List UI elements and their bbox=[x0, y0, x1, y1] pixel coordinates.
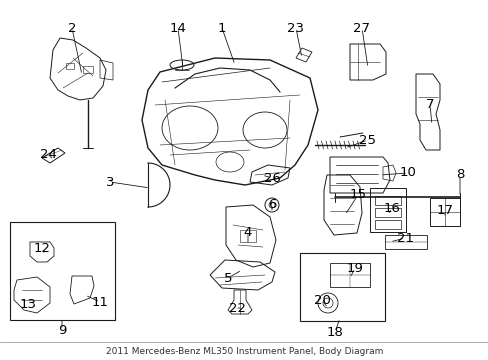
Text: 26: 26 bbox=[263, 171, 280, 184]
Text: 19: 19 bbox=[346, 261, 363, 274]
Text: 5: 5 bbox=[224, 271, 232, 284]
Text: 4: 4 bbox=[244, 225, 252, 238]
Text: 20: 20 bbox=[313, 293, 330, 306]
Text: 2: 2 bbox=[68, 22, 76, 35]
Text: 21: 21 bbox=[396, 231, 413, 244]
Text: 6: 6 bbox=[267, 198, 276, 211]
Bar bbox=[374, 208, 400, 217]
Bar bbox=[374, 220, 400, 229]
Text: 10: 10 bbox=[399, 166, 416, 180]
Text: 13: 13 bbox=[20, 298, 37, 311]
Bar bbox=[329, 263, 369, 287]
Text: 7: 7 bbox=[425, 99, 433, 112]
Text: 25: 25 bbox=[359, 134, 376, 147]
Bar bbox=[10, 222, 115, 320]
Bar bbox=[83, 66, 93, 73]
Bar bbox=[299, 253, 384, 321]
Text: 22: 22 bbox=[229, 302, 246, 315]
Bar bbox=[384, 235, 426, 249]
Text: 24: 24 bbox=[40, 148, 56, 162]
Text: 17: 17 bbox=[436, 203, 452, 216]
Text: 3: 3 bbox=[105, 175, 114, 189]
Text: 16: 16 bbox=[383, 202, 400, 215]
Bar bbox=[240, 230, 256, 242]
Bar bbox=[429, 198, 459, 226]
Text: 18: 18 bbox=[326, 325, 343, 338]
Text: 15: 15 bbox=[349, 189, 366, 202]
Text: 12: 12 bbox=[34, 242, 50, 255]
Text: 2011 Mercedes-Benz ML350 Instrument Panel, Body Diagram: 2011 Mercedes-Benz ML350 Instrument Pane… bbox=[105, 347, 383, 356]
Text: 23: 23 bbox=[287, 22, 304, 35]
Bar bbox=[369, 188, 405, 232]
Text: 11: 11 bbox=[91, 296, 108, 309]
Bar bbox=[374, 196, 400, 205]
Bar bbox=[66, 63, 74, 69]
Text: 8: 8 bbox=[455, 168, 463, 181]
Text: 27: 27 bbox=[353, 22, 370, 35]
Text: 14: 14 bbox=[169, 22, 186, 35]
Text: 9: 9 bbox=[58, 324, 66, 337]
Text: 1: 1 bbox=[217, 22, 226, 35]
